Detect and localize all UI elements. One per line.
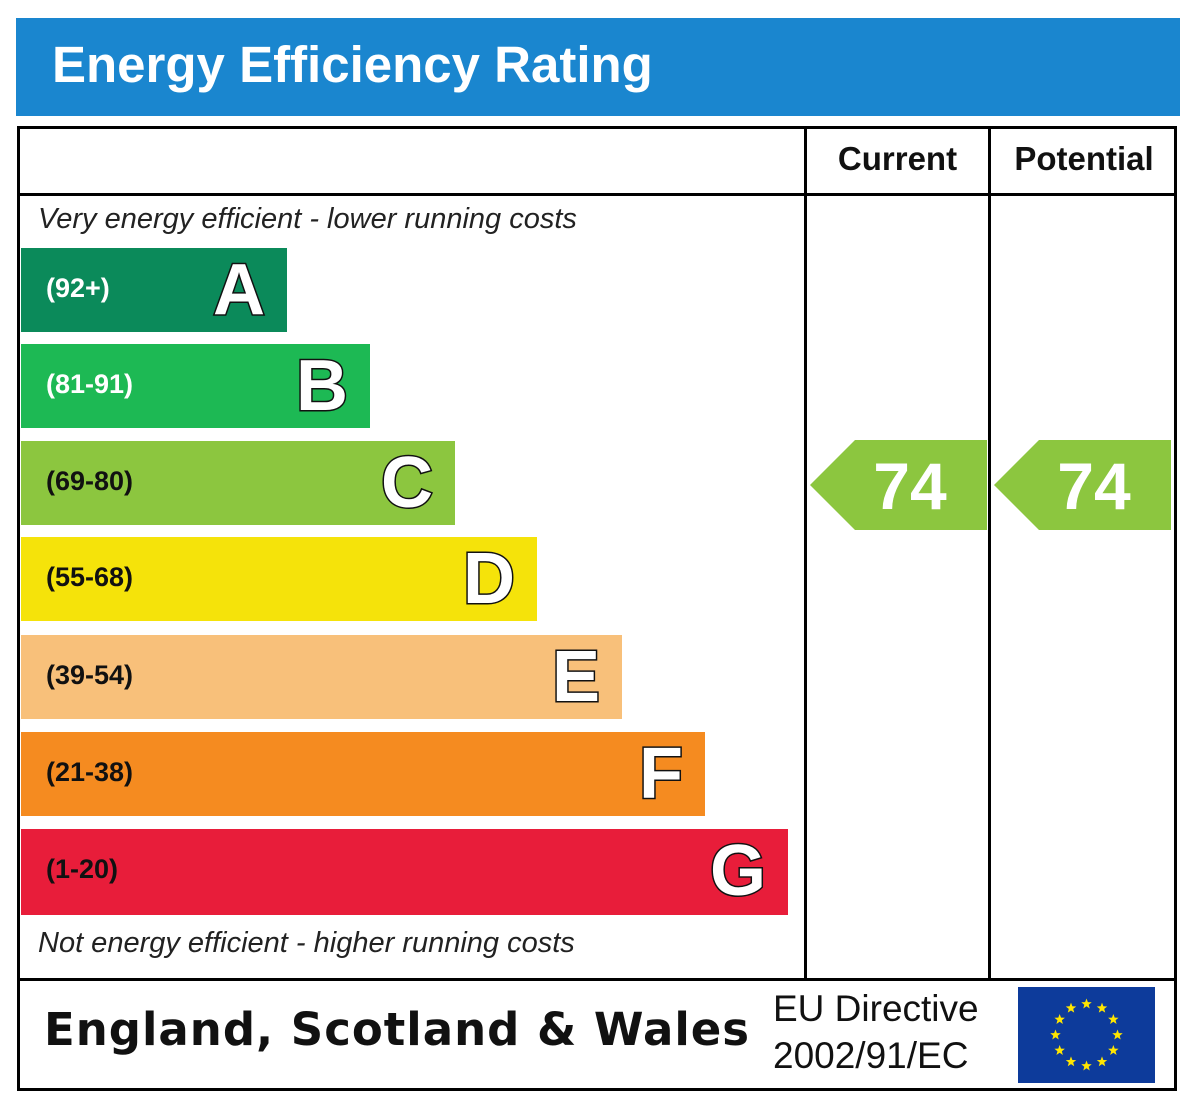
eu-directive-number: 2002/91/EC (773, 1035, 969, 1076)
rating-band-e: (39-54) E (21, 635, 622, 719)
rating-band-b: (81-91) B (21, 344, 370, 428)
potential-column-header: Potential (1014, 140, 1154, 177)
top-efficiency-note: Very energy efficient - lower running co… (38, 203, 577, 235)
band-letter: E (550, 636, 601, 719)
rating-band-a: (92+) A (21, 248, 287, 332)
band-letter: D (462, 538, 517, 621)
band-letter: B (295, 345, 350, 428)
eu-star (1054, 1045, 1065, 1055)
band-range-label: (81-91) (46, 369, 134, 399)
potential-rating-value: 74 (1057, 449, 1131, 523)
band-range-label: (55-68) (46, 562, 134, 592)
eu-directive-label: EU Directive (773, 988, 979, 1029)
band-letter: F (638, 733, 685, 816)
eu-star (1065, 1056, 1077, 1067)
potential-arrow-shape (994, 440, 1171, 530)
current-rating-arrow: 74 (810, 440, 987, 530)
eu-flag-icon (1018, 987, 1155, 1083)
eu-star (1050, 1029, 1061, 1040)
rating-band-d: (55-68) D (21, 537, 537, 621)
band-letter: A (212, 249, 267, 332)
title-bar: Energy Efficiency Rating (16, 18, 1180, 116)
country-label: England, Scotland & Wales (44, 1003, 751, 1056)
band-range-label: (1-20) (46, 854, 119, 884)
eu-star (1065, 1002, 1077, 1013)
chart-title: Energy Efficiency Rating (52, 36, 653, 93)
bottom-efficiency-note: Not energy efficient - higher running co… (38, 927, 575, 959)
eu-star (1096, 1056, 1108, 1067)
eu-star (1108, 1045, 1119, 1055)
header-divider (17, 193, 1177, 196)
eu-star (1081, 998, 1092, 1009)
eu-star (1112, 1029, 1123, 1040)
current-column-header: Current (837, 140, 958, 177)
band-range-label: (39-54) (46, 660, 134, 690)
rating-band-g: (1-20) G (21, 829, 788, 915)
eu-star (1054, 1014, 1065, 1024)
potential-column-divider (988, 126, 991, 981)
band-range-label: (21-38) (46, 757, 134, 787)
eu-star (1108, 1014, 1119, 1024)
band-letter: G (708, 830, 767, 913)
current-column-divider (804, 126, 807, 981)
current-arrow-shape (810, 440, 987, 530)
band-letter: C (380, 442, 435, 525)
potential-rating-arrow: 74 (994, 440, 1171, 530)
current-rating-value: 74 (873, 449, 947, 523)
band-range-label: (69-80) (46, 466, 134, 496)
eu-star (1096, 1002, 1108, 1013)
eu-star (1081, 1060, 1092, 1071)
rating-band-f: (21-38) F (21, 732, 705, 816)
chart-frame (17, 126, 1177, 1091)
band-range-label: (92+) (46, 273, 110, 303)
footer-divider (17, 978, 1177, 981)
rating-band-c: (69-80) C (21, 441, 455, 525)
